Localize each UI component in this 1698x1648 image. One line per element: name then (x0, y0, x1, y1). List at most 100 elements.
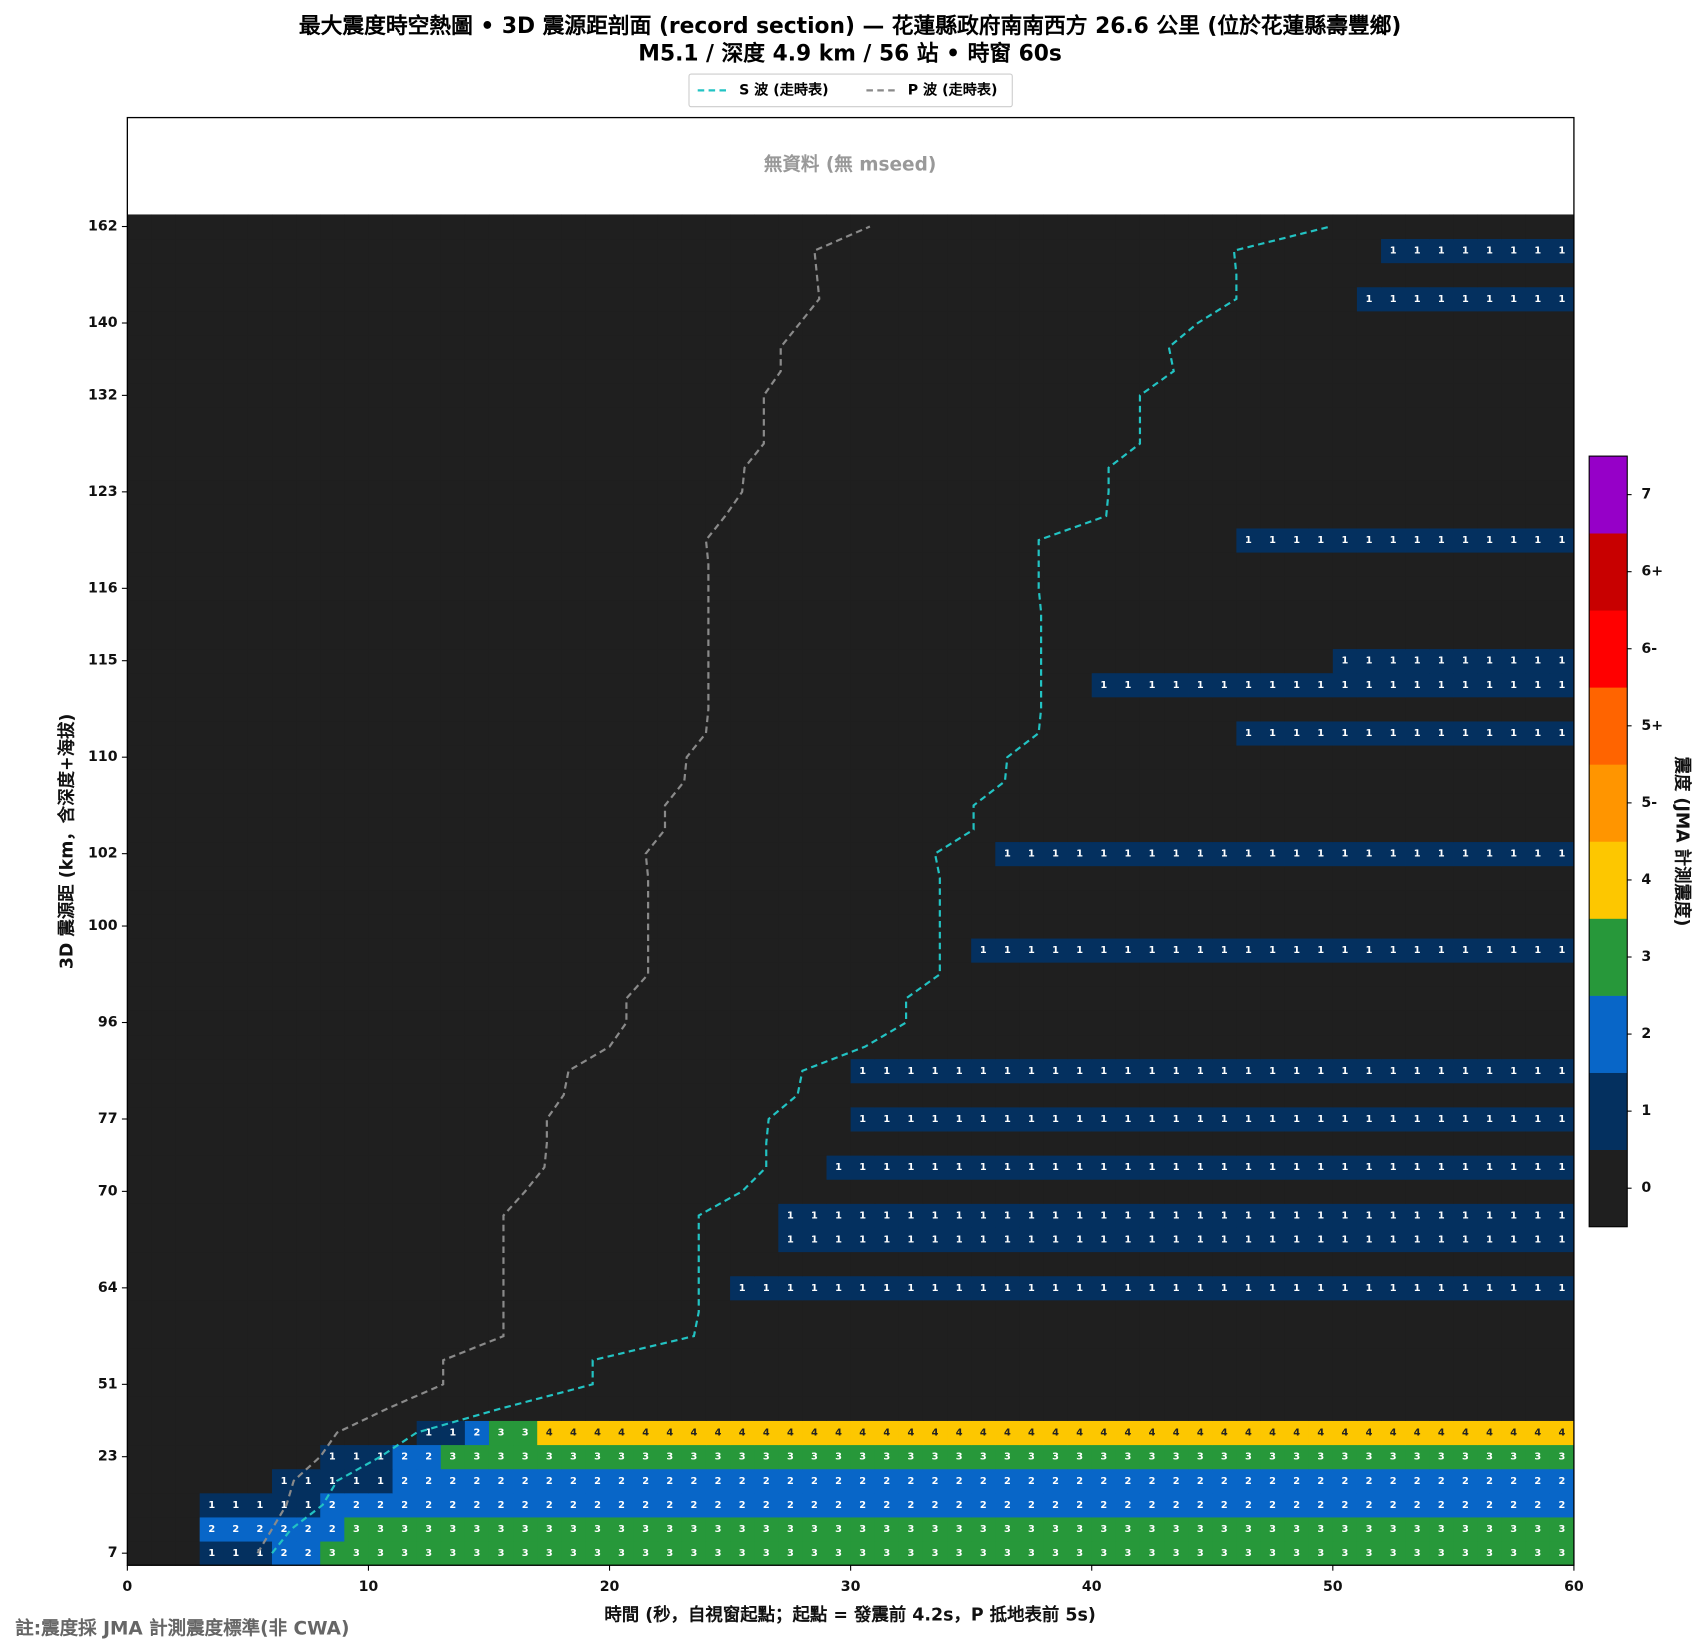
heat-cell (537, 1155, 562, 1180)
heat-cell (657, 1058, 683, 1084)
heat-cell (922, 1517, 948, 1542)
cell-label: 3 (739, 1548, 746, 1559)
heat-cell (1212, 721, 1237, 746)
cell-label: 1 (1510, 849, 1517, 860)
cell-label: 4 (1004, 1428, 1011, 1439)
cell-label: 2 (739, 1476, 746, 1487)
heat-cell (947, 1372, 972, 1397)
heat-cell (1332, 1058, 1358, 1084)
cell-label: 1 (1510, 728, 1517, 739)
heat-cell (175, 1468, 201, 1494)
heat-cell (1405, 672, 1430, 698)
heat-cell (296, 1131, 321, 1156)
heat-cell (392, 335, 418, 360)
heat-cell (995, 1396, 1020, 1421)
travel-time-line (271, 225, 1331, 1554)
cell-label: 3 (1221, 1548, 1228, 1559)
heat-cell (826, 1420, 852, 1446)
cell-label: 1 (883, 1210, 890, 1221)
heat-cell (151, 576, 177, 601)
heat-cell (730, 552, 755, 577)
heat-cell (1429, 238, 1454, 264)
heat-cell (440, 1203, 466, 1228)
heat-cell (561, 913, 586, 939)
heat-cell (537, 1541, 562, 1566)
heat-cell (247, 1251, 273, 1277)
heat-cell (585, 1420, 610, 1446)
heat-cell (1188, 1324, 1213, 1349)
heat-cell (344, 1010, 369, 1036)
heat-cell (1525, 962, 1551, 987)
heat-cell (344, 986, 369, 1011)
heat-cell (995, 696, 1020, 722)
heat-cell (947, 407, 972, 432)
heat-cell (1019, 359, 1044, 384)
heat-cell (1067, 1444, 1093, 1470)
heat-cell (1501, 359, 1527, 384)
heat-cell (1260, 359, 1286, 384)
heat-cell (971, 1420, 996, 1446)
heat-cell (898, 1468, 924, 1494)
heat-cell (1284, 1034, 1310, 1060)
cell-label: 2 (1124, 1500, 1131, 1511)
heat-cell (537, 1468, 562, 1494)
heat-cell (705, 1541, 731, 1566)
heat-cell (705, 238, 731, 264)
heat-cell (151, 624, 177, 650)
heat-cell (874, 431, 900, 457)
heat-cell (1501, 1444, 1527, 1470)
heat-cell (513, 1058, 538, 1084)
heat-cell (1236, 1372, 1261, 1397)
heat-cell (947, 889, 972, 915)
heat-cell (368, 889, 393, 915)
heat-cell (922, 479, 948, 505)
heat-cell (1188, 479, 1213, 505)
heat-cell (609, 696, 635, 722)
heat-cell (874, 1444, 900, 1470)
heat-cell (513, 913, 538, 939)
heat-cell (440, 793, 466, 818)
cell-label: 1 (1124, 1283, 1131, 1294)
heat-cell (223, 1396, 249, 1421)
cell-label: 2 (1149, 1500, 1156, 1511)
heat-cell (223, 1324, 249, 1349)
heat-cell (802, 503, 827, 529)
x-tick-label: 40 (1082, 1579, 1102, 1595)
heat-cell (1188, 1179, 1213, 1204)
heat-cell (1308, 865, 1334, 891)
heat-cell (1067, 696, 1093, 722)
heat-cell (1429, 431, 1454, 457)
cell-label: 1 (1390, 849, 1397, 860)
cell-label: 1 (208, 1500, 215, 1511)
heat-cell (609, 1203, 635, 1228)
heat-cell (1549, 479, 1575, 505)
colorbar-label: 震度 (JMA 計測震度) (1672, 756, 1693, 927)
heat-cell (1188, 1203, 1213, 1228)
cell-label: 2 (1197, 1476, 1204, 1487)
cell-label: 1 (1004, 849, 1011, 860)
heat-cell (1308, 1131, 1334, 1156)
heat-cell (199, 1058, 225, 1084)
heat-cell (151, 1541, 177, 1566)
heat-cell (1260, 865, 1286, 891)
heat-cell (1429, 286, 1454, 312)
heat-cell (151, 1396, 177, 1421)
cell-label: 4 (1366, 1428, 1373, 1439)
heat-cell (1356, 938, 1382, 963)
cell-label: 1 (1221, 849, 1228, 860)
heat-cell (1501, 1082, 1527, 1108)
heat-cell (802, 1155, 827, 1180)
heat-cell (995, 793, 1020, 818)
heat-cell (922, 986, 948, 1011)
heat-cell (127, 986, 152, 1011)
heat-cell (1043, 1541, 1069, 1566)
heat-cell (488, 238, 514, 264)
heat-cell (368, 648, 393, 674)
heat-cell (1067, 1131, 1093, 1156)
heat-cell (272, 1372, 297, 1397)
y-tick-label: 115 (88, 653, 118, 669)
heat-cell (1453, 1444, 1478, 1470)
heat-cell (1381, 1275, 1406, 1301)
heat-cell (416, 1299, 442, 1325)
heat-cell (1332, 986, 1358, 1011)
